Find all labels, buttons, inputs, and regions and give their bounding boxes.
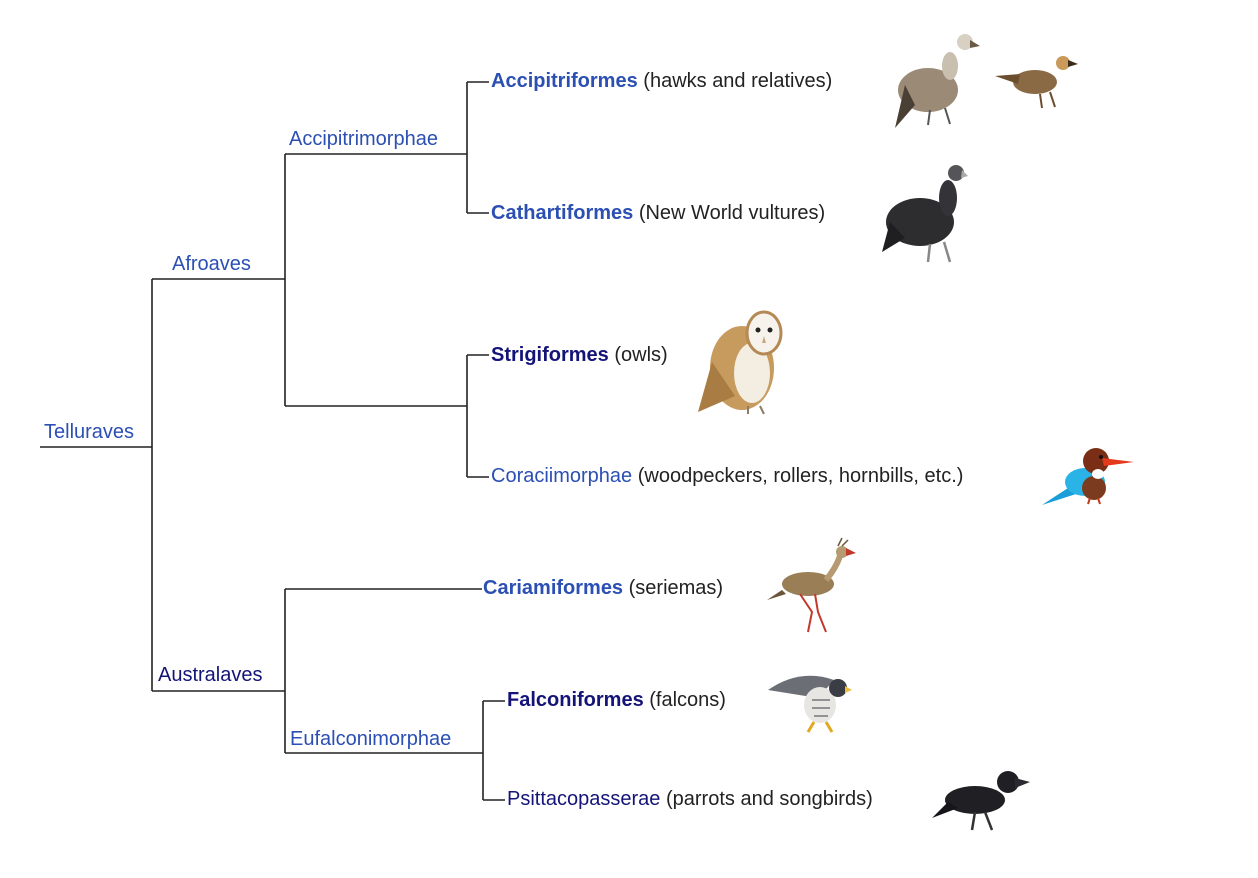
clade-label-telluraves: Telluraves xyxy=(44,421,135,443)
leaf-name: Accipitriformes xyxy=(491,70,638,92)
barn-owl-icon xyxy=(698,310,783,415)
clade-label-accipitrimorphae: Accipitrimorphae xyxy=(289,128,438,150)
black-vulture-icon xyxy=(882,165,968,263)
kingfisher-icon xyxy=(1042,448,1134,505)
clade-label-australaves: Australaves xyxy=(158,664,263,686)
leaf-description: (New World vultures) xyxy=(638,202,826,224)
clade-label-afroaves: Afroaves xyxy=(172,253,251,275)
leaf-description: (woodpeckers, rollers, hornbills, etc.) xyxy=(637,465,964,487)
leaf-psittacopasserae: Psittacopasserae (parrots and songbirds) xyxy=(507,787,873,811)
leaf-description: (hawks and relatives) xyxy=(643,70,833,92)
leaf-coraciimorphae: Coraciimorphae (woodpeckers, rollers, ho… xyxy=(491,464,963,488)
leaf-cariamiformes: Cariamiformes (seriemas) xyxy=(483,576,723,600)
hawk-and-vulture-icon xyxy=(895,34,1078,128)
clade-label-eufalconimorphae: Eufalconimorphae xyxy=(290,728,452,750)
seriema-icon xyxy=(767,537,856,633)
leaf-name: Falconiformes xyxy=(507,689,644,711)
leaf-name: Cathartiformes xyxy=(491,202,634,224)
falcon-icon xyxy=(768,675,852,733)
leaf-accipitriformes: Accipitriformes (hawks and relatives) xyxy=(491,69,832,93)
leaf-description: (seriemas) xyxy=(628,577,724,599)
leaf-description: (parrots and songbirds) xyxy=(665,788,873,810)
leaf-name: Coraciimorphae xyxy=(491,465,633,487)
leaf-description: (owls) xyxy=(614,344,668,366)
leaf-strigiformes: Strigiformes (owls) xyxy=(491,343,668,367)
leaf-name: Strigiformes xyxy=(491,344,609,366)
leaf-falconiformes: Falconiformes (falcons) xyxy=(507,688,726,712)
crow-icon xyxy=(932,771,1030,831)
leaf-name: Cariamiformes xyxy=(483,577,624,599)
leaf-name: Psittacopasserae xyxy=(507,788,661,810)
leaf-cathartiformes: Cathartiformes (New World vultures) xyxy=(491,201,825,225)
leaf-description: (falcons) xyxy=(649,689,726,711)
